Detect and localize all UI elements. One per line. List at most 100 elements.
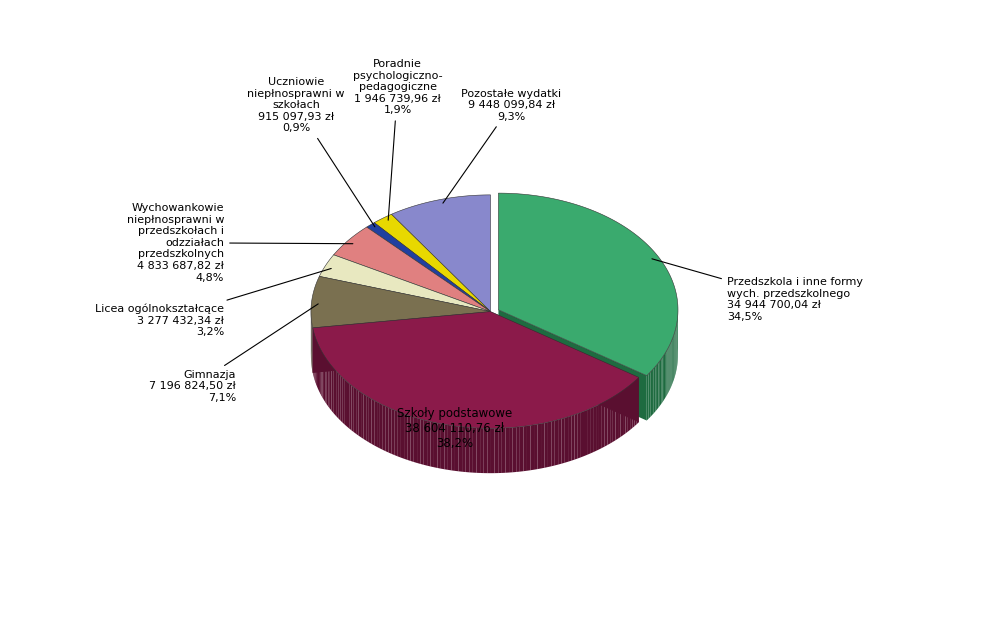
- Polygon shape: [324, 355, 326, 402]
- Polygon shape: [658, 361, 660, 408]
- Polygon shape: [313, 312, 490, 373]
- Polygon shape: [571, 415, 575, 461]
- Polygon shape: [477, 428, 480, 473]
- Polygon shape: [520, 426, 524, 471]
- Polygon shape: [505, 428, 509, 473]
- Polygon shape: [480, 428, 484, 473]
- Text: Pozostałe wydatki
9 448 099,84 zł
9,3%: Pozostałe wydatki 9 448 099,84 zł 9,3%: [442, 88, 561, 203]
- Polygon shape: [434, 423, 438, 468]
- Polygon shape: [527, 425, 531, 471]
- Polygon shape: [354, 387, 356, 434]
- Polygon shape: [311, 276, 490, 328]
- Polygon shape: [516, 427, 520, 472]
- Polygon shape: [584, 410, 587, 456]
- Polygon shape: [587, 408, 591, 455]
- Text: Wychowankowie
niepłnosprawni w
przedszkołach i
odzziałach
przedszkolnych
4 833 6: Wychowankowie niepłnosprawni w przedszko…: [127, 203, 353, 283]
- Polygon shape: [320, 255, 490, 312]
- Polygon shape: [669, 345, 670, 392]
- Polygon shape: [544, 422, 548, 468]
- Polygon shape: [652, 368, 653, 415]
- Polygon shape: [667, 347, 669, 394]
- Polygon shape: [664, 353, 665, 400]
- Polygon shape: [369, 397, 372, 444]
- Text: Uczniowie
niepłnosprawni w
szkołach
915 097,93 zł
0,9%: Uczniowie niepłnosprawni w szkołach 915 …: [247, 77, 375, 227]
- Polygon shape: [542, 423, 544, 468]
- Polygon shape: [524, 426, 527, 471]
- Polygon shape: [490, 428, 494, 473]
- Polygon shape: [630, 383, 633, 430]
- Polygon shape: [383, 405, 386, 451]
- Polygon shape: [438, 423, 440, 469]
- Polygon shape: [356, 389, 359, 436]
- Polygon shape: [372, 399, 375, 445]
- Polygon shape: [591, 407, 594, 453]
- Polygon shape: [313, 312, 490, 373]
- Polygon shape: [607, 399, 610, 445]
- Polygon shape: [374, 214, 490, 312]
- Polygon shape: [555, 420, 558, 465]
- Polygon shape: [386, 407, 388, 453]
- Polygon shape: [359, 391, 361, 437]
- Polygon shape: [323, 353, 324, 400]
- Polygon shape: [345, 380, 347, 426]
- Polygon shape: [538, 424, 542, 469]
- Polygon shape: [558, 419, 561, 465]
- Polygon shape: [318, 344, 319, 391]
- Polygon shape: [490, 312, 639, 422]
- Text: Szkoły podstawowe
38 604 110,76 zł
38,2%: Szkoły podstawowe 38 604 110,76 zł 38,2%: [397, 407, 512, 450]
- Polygon shape: [444, 424, 448, 470]
- Polygon shape: [375, 400, 377, 447]
- Polygon shape: [665, 351, 666, 398]
- Polygon shape: [410, 416, 414, 462]
- Polygon shape: [458, 426, 462, 472]
- Polygon shape: [327, 360, 329, 407]
- Polygon shape: [637, 378, 639, 424]
- Polygon shape: [388, 408, 391, 454]
- Polygon shape: [613, 395, 615, 442]
- Polygon shape: [618, 392, 621, 439]
- Polygon shape: [601, 402, 604, 448]
- Polygon shape: [347, 382, 349, 428]
- Polygon shape: [655, 365, 657, 412]
- Polygon shape: [440, 424, 444, 470]
- Polygon shape: [401, 413, 404, 459]
- Polygon shape: [469, 428, 473, 473]
- Polygon shape: [488, 428, 490, 473]
- Polygon shape: [615, 394, 618, 441]
- Polygon shape: [366, 396, 369, 442]
- Text: Licea ogólnokształcące
3 277 432,34 zł
3,2%: Licea ogólnokształcące 3 277 432,34 zł 3…: [95, 268, 332, 337]
- Polygon shape: [398, 412, 401, 458]
- Polygon shape: [404, 414, 407, 460]
- Polygon shape: [650, 370, 652, 417]
- Polygon shape: [455, 426, 458, 471]
- Polygon shape: [329, 362, 330, 408]
- Polygon shape: [391, 195, 490, 312]
- Polygon shape: [313, 312, 639, 428]
- Polygon shape: [394, 410, 398, 457]
- Polygon shape: [575, 413, 578, 460]
- Polygon shape: [407, 415, 410, 461]
- Polygon shape: [657, 363, 658, 410]
- Polygon shape: [451, 426, 455, 471]
- Polygon shape: [361, 392, 364, 439]
- Polygon shape: [596, 405, 599, 451]
- Polygon shape: [424, 420, 427, 466]
- Text: Gimnazja
7 196 824,50 zł
7,1%: Gimnazja 7 196 824,50 zł 7,1%: [149, 304, 318, 403]
- Polygon shape: [334, 227, 490, 312]
- Polygon shape: [377, 402, 380, 449]
- Polygon shape: [332, 366, 334, 413]
- Polygon shape: [662, 355, 664, 402]
- Polygon shape: [466, 427, 469, 473]
- Polygon shape: [326, 357, 327, 404]
- Polygon shape: [646, 374, 648, 421]
- Polygon shape: [484, 428, 488, 473]
- Polygon shape: [561, 418, 565, 463]
- Polygon shape: [621, 391, 623, 437]
- Polygon shape: [531, 425, 534, 470]
- Polygon shape: [548, 421, 551, 467]
- Polygon shape: [380, 404, 383, 450]
- Text: Poradnie
psychologiczno-
pedagogiczne
1 946 739,96 zł
1,9%: Poradnie psychologiczno- pedagogiczne 1 …: [353, 59, 442, 220]
- Polygon shape: [338, 374, 340, 421]
- Polygon shape: [414, 417, 417, 463]
- Polygon shape: [494, 428, 498, 473]
